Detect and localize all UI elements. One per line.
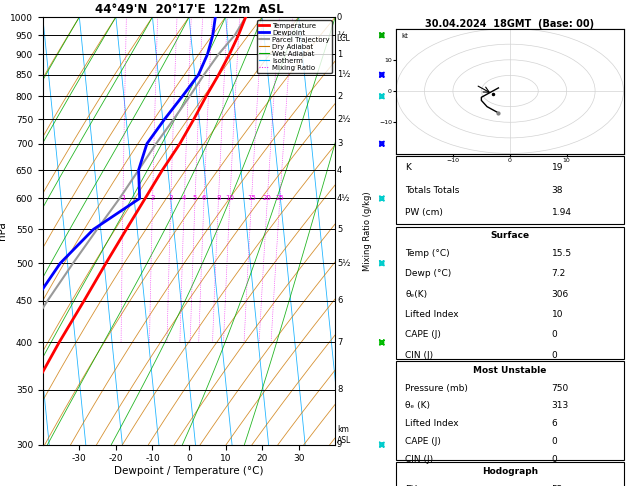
Text: 750: 750 [552, 383, 569, 393]
Text: Hodograph: Hodograph [482, 467, 538, 476]
Bar [396, 361, 623, 460]
Text: 19: 19 [552, 163, 563, 172]
Text: 0: 0 [552, 330, 557, 339]
Text: CAPE (J): CAPE (J) [405, 437, 441, 446]
X-axis label: Dewpoint / Temperature (°C): Dewpoint / Temperature (°C) [114, 466, 264, 476]
Text: ½: ½ [337, 31, 345, 40]
Text: 15.5: 15.5 [552, 249, 572, 258]
Text: 1½: 1½ [337, 70, 350, 79]
Text: 25: 25 [276, 195, 284, 202]
Text: 52: 52 [552, 485, 563, 486]
Text: 7: 7 [337, 338, 342, 347]
Text: 7.2: 7.2 [552, 269, 566, 278]
Text: 0: 0 [552, 455, 557, 464]
Text: 4: 4 [182, 195, 187, 202]
Text: 2½: 2½ [337, 115, 350, 124]
Text: Most Unstable: Most Unstable [473, 365, 547, 375]
Text: 6: 6 [552, 419, 557, 428]
Text: θₑ(K): θₑ(K) [405, 290, 428, 299]
Text: km
ASL: km ASL [337, 425, 351, 445]
Text: 2: 2 [150, 195, 155, 202]
Text: 0: 0 [552, 437, 557, 446]
Text: 20: 20 [263, 195, 272, 202]
Text: 9: 9 [337, 440, 342, 449]
Text: 6: 6 [337, 296, 342, 305]
Text: kt: kt [402, 33, 409, 39]
Text: EH: EH [405, 485, 418, 486]
Text: CIN (J): CIN (J) [405, 350, 433, 360]
Text: 8: 8 [337, 385, 342, 395]
Text: 0: 0 [552, 350, 557, 360]
Bar [396, 226, 623, 359]
Text: 6: 6 [202, 195, 206, 202]
Text: 10: 10 [552, 310, 563, 319]
Text: K: K [405, 163, 411, 172]
Text: Dewp (°C): Dewp (°C) [405, 269, 452, 278]
Title: 44°49'N  20°17'E  122m  ASL: 44°49'N 20°17'E 122m ASL [95, 3, 283, 16]
Text: 1: 1 [121, 195, 125, 202]
Y-axis label: hPa: hPa [0, 222, 8, 240]
Text: LCL: LCL [337, 35, 350, 43]
Text: 5: 5 [193, 195, 198, 202]
Text: 1.94: 1.94 [552, 208, 572, 217]
Text: Totals Totals: Totals Totals [405, 186, 460, 194]
Text: 10: 10 [226, 195, 235, 202]
Text: 2: 2 [337, 92, 342, 101]
Text: Lifted Index: Lifted Index [405, 310, 459, 319]
Text: CAPE (J): CAPE (J) [405, 330, 441, 339]
Text: 4: 4 [337, 166, 342, 174]
Text: 313: 313 [552, 401, 569, 411]
Text: 4½: 4½ [337, 194, 350, 203]
Legend: Temperature, Dewpoint, Parcel Trajectory, Dry Adiabat, Wet Adiabat, Isotherm, Mi: Temperature, Dewpoint, Parcel Trajectory… [257, 20, 331, 73]
Text: 5: 5 [337, 225, 342, 234]
Text: Lifted Index: Lifted Index [405, 419, 459, 428]
Bar [396, 29, 623, 154]
Text: CIN (J): CIN (J) [405, 455, 433, 464]
Bar [396, 156, 623, 224]
Text: 15: 15 [247, 195, 256, 202]
Text: 306: 306 [552, 290, 569, 299]
Text: 1: 1 [337, 50, 342, 59]
Text: PW (cm): PW (cm) [405, 208, 443, 217]
Text: Mixing Ratio (g/kg): Mixing Ratio (g/kg) [362, 191, 372, 271]
Bar [396, 462, 623, 486]
Text: 3: 3 [337, 139, 342, 148]
Text: Pressure (mb): Pressure (mb) [405, 383, 468, 393]
Text: 8: 8 [216, 195, 221, 202]
Text: Temp (°C): Temp (°C) [405, 249, 450, 258]
Text: 30.04.2024  18GMT  (Base: 00): 30.04.2024 18GMT (Base: 00) [425, 19, 594, 29]
Text: 5½: 5½ [337, 259, 350, 268]
Text: 3: 3 [169, 195, 173, 202]
Text: Surface: Surface [490, 231, 530, 240]
Text: 0: 0 [337, 13, 342, 21]
Text: θₑ (K): θₑ (K) [405, 401, 430, 411]
Text: 38: 38 [552, 186, 563, 194]
